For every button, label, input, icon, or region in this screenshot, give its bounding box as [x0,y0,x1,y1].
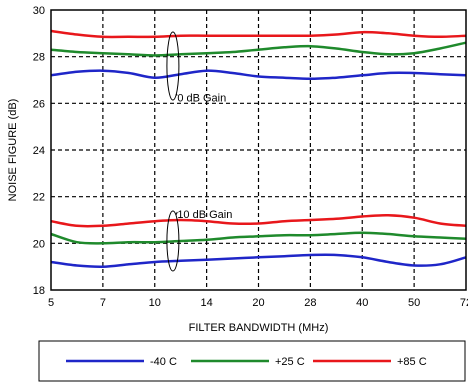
x-axis-label: FILTER BANDWIDTH (MHz) [189,322,329,334]
plot-frame [50,9,467,291]
x-tick-labels: 5 7 10 14 20 28 40 50 72 [48,297,468,309]
x-tick-label: 20 [252,297,264,309]
legend-label: -40 C [150,356,177,368]
y-axis-label: NOISE FIGURE (dB) [7,99,19,202]
y-tick-labels: 18 20 22 24 26 28 30 [33,5,45,297]
annotation-label: 0 dB Gain [177,92,226,104]
x-tick-label: 40 [356,297,368,309]
x-tick-label: 7 [100,297,106,309]
annotation-leader [175,211,178,216]
x-tick-label: 72 [460,297,468,309]
series-line [50,29,467,39]
x-tick-label: 28 [304,297,316,309]
series-line [50,69,467,81]
y-tick-label: 28 [33,52,45,64]
series-line [50,41,467,57]
legend-label: +25 C [275,356,305,368]
grid [51,10,466,290]
series-line [50,214,467,228]
y-tick-label: 18 [33,285,45,297]
x-tick-label: 10 [149,297,161,309]
series-line [50,253,467,268]
legend: -40 C +25 C +85 C [38,340,466,382]
annotation-leader [175,93,178,96]
annotation-label: 10 dB Gain [177,209,232,221]
x-tick-label: 14 [201,297,213,309]
legend-box [38,340,466,382]
annotations: 0 dB Gain 10 dB Gain [166,31,232,272]
y-tick-label: 26 [33,98,45,110]
series-lines [50,29,467,268]
y-tick-label: 20 [33,238,45,250]
y-tick-label: 22 [33,192,45,204]
y-tick-label: 24 [33,145,45,157]
annotation-ellipse [166,31,180,101]
x-tick-label: 5 [48,297,54,309]
annotation-ellipse [166,210,180,272]
legend-label: +85 C [397,356,427,368]
x-tick-label: 50 [408,297,420,309]
y-tick-label: 30 [33,5,45,17]
series-line [50,231,467,245]
